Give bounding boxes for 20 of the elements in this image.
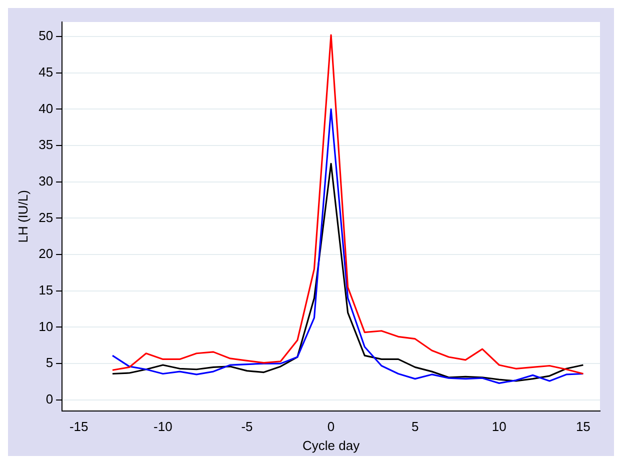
- y-tick-label: 50: [38, 28, 54, 44]
- y-tick-label: 15: [38, 282, 54, 298]
- x-tick-label: 15: [576, 419, 590, 434]
- y-tick-label: 45: [38, 64, 54, 80]
- y-tick-label: 40: [38, 100, 54, 116]
- x-tick-label: -5: [241, 419, 253, 434]
- x-tick-label: -15: [69, 419, 88, 434]
- y-tick-label: 10: [38, 318, 54, 334]
- y-tick-label: 0: [46, 391, 54, 406]
- x-tick-label: 5: [411, 419, 419, 434]
- y-axis-title: LH (IU/L): [15, 190, 30, 243]
- y-tick-label: 20: [38, 246, 54, 262]
- y-tick-label: 5: [46, 355, 54, 370]
- x-tick-label: -10: [154, 419, 172, 434]
- x-axis-title: Cycle day: [302, 438, 360, 453]
- y-tick-label: 30: [38, 173, 54, 188]
- y-tick-label: 25: [38, 210, 54, 225]
- y-tick-label: 35: [38, 137, 54, 152]
- x-tick-label: 10: [492, 419, 506, 434]
- x-tick-label: 0: [327, 419, 335, 434]
